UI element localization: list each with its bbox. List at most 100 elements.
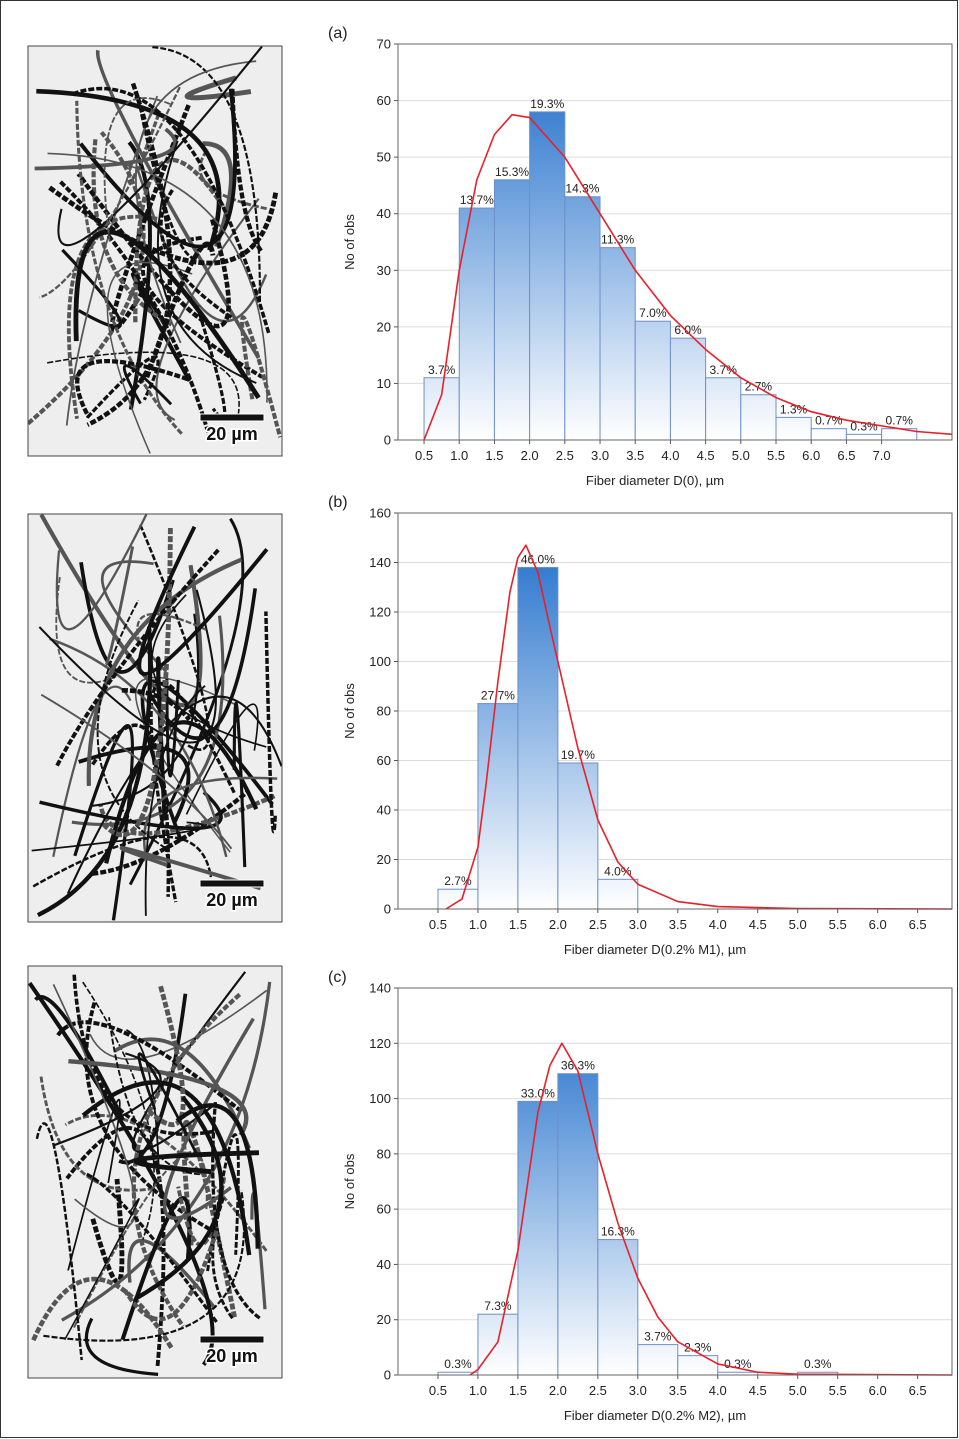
scale-bar bbox=[199, 413, 265, 422]
micrograph bbox=[28, 514, 282, 922]
fibre bbox=[90, 613, 200, 808]
image-border bbox=[27, 45, 283, 457]
data-label: 33.0% bbox=[521, 1086, 555, 1100]
fibre bbox=[66, 695, 282, 895]
scale-bar-label: 20 µm bbox=[206, 890, 257, 910]
x-tick-label: 5.5 bbox=[767, 448, 785, 463]
y-tick-label: 80 bbox=[377, 704, 391, 719]
fibre bbox=[72, 974, 215, 1136]
fibre bbox=[92, 789, 251, 876]
x-tick-label: 6.5 bbox=[909, 1383, 927, 1398]
fibre bbox=[86, 557, 243, 786]
data-label: 0.3% bbox=[804, 1357, 832, 1371]
x-tick-label: 5.0 bbox=[732, 448, 750, 463]
scale-bar-label: 20 µm bbox=[206, 1346, 257, 1366]
fibre bbox=[66, 214, 158, 419]
x-tick-label: 7.0 bbox=[873, 448, 891, 463]
fibre bbox=[38, 589, 217, 744]
y-tick-label: 10 bbox=[377, 376, 391, 391]
bar bbox=[677, 1355, 719, 1376]
fibre bbox=[39, 86, 181, 299]
fibre bbox=[138, 522, 211, 751]
y-tick-label: 30 bbox=[377, 263, 391, 278]
fibre bbox=[103, 546, 135, 667]
data-label: 46.0% bbox=[521, 552, 555, 566]
x-tick-label: 4.5 bbox=[697, 448, 715, 463]
bar bbox=[564, 196, 601, 441]
fibre bbox=[35, 1122, 83, 1361]
y-tick-label: 60 bbox=[377, 93, 391, 108]
fibre bbox=[46, 184, 279, 266]
bar bbox=[597, 878, 639, 910]
y-tick-label: 160 bbox=[369, 506, 391, 521]
y-axis-label: No of obs bbox=[342, 683, 357, 739]
fibre bbox=[137, 1052, 198, 1155]
fibre bbox=[101, 527, 173, 838]
data-label: 3.7% bbox=[428, 363, 456, 377]
y-tick-label: 60 bbox=[377, 1202, 391, 1217]
fibre bbox=[90, 1178, 125, 1285]
scale-bar-label: 20 µm bbox=[206, 424, 257, 444]
image-border bbox=[27, 513, 283, 923]
fibre bbox=[84, 1317, 159, 1376]
y-tick-label: 100 bbox=[369, 1091, 391, 1106]
data-label: 1.3% bbox=[780, 402, 808, 416]
data-label: 13.7% bbox=[460, 193, 494, 207]
fibre bbox=[232, 701, 247, 868]
bar bbox=[493, 179, 531, 441]
data-label: 0.3% bbox=[850, 419, 878, 433]
x-tick-label: 3.0 bbox=[629, 917, 647, 932]
fibre bbox=[155, 198, 260, 421]
bar bbox=[634, 320, 671, 441]
x-axis-label: Fiber diameter D(0), µm bbox=[586, 473, 724, 488]
fibre bbox=[71, 86, 271, 334]
y-tick-label: 60 bbox=[377, 753, 391, 768]
fibre bbox=[31, 821, 206, 852]
fibre bbox=[86, 1172, 218, 1323]
y-tick-label: 140 bbox=[369, 555, 391, 570]
plot-frame bbox=[397, 512, 953, 910]
fibre bbox=[133, 1150, 260, 1175]
data-label: 0.3% bbox=[444, 1357, 472, 1371]
fibre bbox=[135, 166, 268, 323]
x-tick-label: 1.0 bbox=[469, 917, 487, 932]
fibre bbox=[184, 75, 252, 101]
fibre bbox=[47, 152, 268, 403]
plot-frame bbox=[397, 987, 953, 1376]
fibre bbox=[134, 1095, 224, 1301]
fibre bbox=[75, 100, 183, 435]
fibre bbox=[75, 359, 189, 419]
x-tick-label: 3.5 bbox=[669, 1383, 687, 1398]
fibre bbox=[57, 46, 263, 247]
x-tick-label: 2.5 bbox=[589, 917, 607, 932]
data-label: 36.3% bbox=[561, 1059, 595, 1073]
fibre bbox=[175, 1103, 260, 1249]
x-tick-label: 6.5 bbox=[909, 917, 927, 932]
scale-bar bbox=[199, 1335, 265, 1344]
x-tick-label: 5.5 bbox=[829, 917, 847, 932]
plot-frame bbox=[397, 43, 953, 441]
x-tick-label: 4.0 bbox=[709, 917, 727, 932]
bar bbox=[740, 394, 777, 441]
fit-curve bbox=[469, 1042, 953, 1376]
bar bbox=[423, 377, 460, 441]
bar bbox=[599, 247, 636, 441]
bar bbox=[810, 428, 847, 441]
micrograph bbox=[28, 46, 282, 456]
data-label: 7.0% bbox=[639, 306, 667, 320]
y-tick-label: 20 bbox=[377, 319, 391, 334]
fibre bbox=[59, 180, 212, 439]
fibre bbox=[55, 514, 148, 631]
y-tick-label: 40 bbox=[377, 206, 391, 221]
fibre bbox=[264, 611, 277, 834]
fibre bbox=[121, 687, 192, 722]
fibre bbox=[131, 992, 242, 1328]
fibre bbox=[96, 599, 167, 849]
x-tick-label: 1.5 bbox=[485, 448, 503, 463]
fibre bbox=[149, 680, 236, 903]
fibre bbox=[157, 140, 257, 384]
fibre bbox=[142, 776, 278, 854]
bar bbox=[517, 1100, 559, 1376]
y-tick-label: 120 bbox=[369, 1036, 391, 1051]
x-axis-label: Fiber diameter D(0.2% M2), µm bbox=[564, 1408, 746, 1423]
